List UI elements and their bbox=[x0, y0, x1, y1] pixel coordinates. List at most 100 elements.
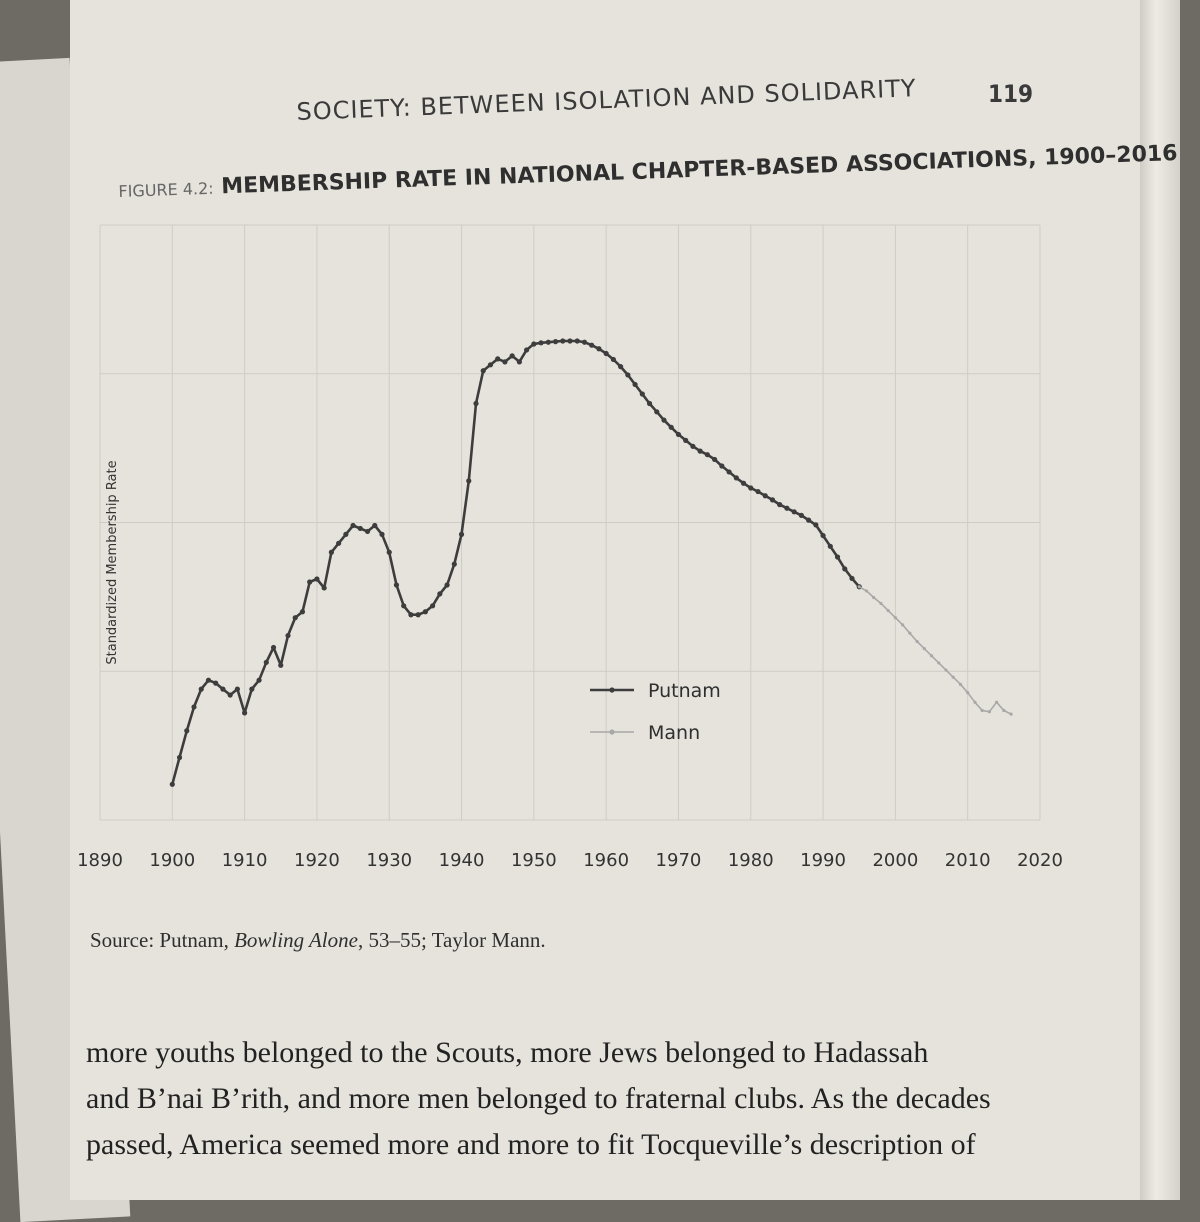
data-point-mann bbox=[886, 608, 890, 613]
data-point-putnam bbox=[314, 576, 320, 582]
data-point-putnam bbox=[733, 475, 739, 481]
data-point-putnam bbox=[198, 686, 204, 692]
data-point-mann bbox=[980, 708, 984, 713]
data-point-putnam bbox=[581, 339, 588, 345]
x-tick-label: 1920 bbox=[294, 850, 340, 871]
data-point-mann bbox=[1009, 712, 1013, 716]
data-point-putnam bbox=[769, 497, 776, 503]
data-point-putnam bbox=[596, 346, 602, 352]
body-text: more youths belonged to the Scouts, more… bbox=[86, 1030, 1096, 1168]
data-point-putnam bbox=[538, 340, 544, 346]
data-point-putnam bbox=[321, 585, 327, 591]
data-point-putnam bbox=[509, 353, 515, 359]
source-suffix: , 53–55; Taylor Mann. bbox=[357, 928, 546, 952]
data-point-putnam bbox=[827, 543, 833, 549]
data-point-putnam bbox=[813, 522, 819, 528]
data-point-putnam bbox=[784, 505, 790, 511]
data-point-putnam bbox=[451, 561, 457, 567]
data-point-mann bbox=[922, 647, 926, 651]
data-point-putnam bbox=[184, 728, 190, 734]
data-point-putnam bbox=[574, 338, 580, 344]
y-axis-label: Standardized Membership Rate bbox=[105, 460, 120, 664]
body-line: and B’nai B’rith, and more men belonged … bbox=[86, 1082, 991, 1115]
legend-label-putnam: Putnam bbox=[648, 680, 721, 702]
data-point-putnam bbox=[191, 704, 197, 710]
data-point-putnam bbox=[379, 531, 385, 538]
data-point-putnam bbox=[632, 381, 638, 388]
data-point-putnam bbox=[545, 339, 551, 345]
data-point-putnam bbox=[169, 781, 175, 787]
x-tick-label: 1930 bbox=[366, 850, 412, 871]
body-line: passed, America seemed more and more to … bbox=[86, 1128, 976, 1161]
data-point-putnam bbox=[386, 549, 392, 555]
x-tick-label: 1960 bbox=[583, 850, 629, 871]
membership-chart: 1890 1900 1910 1920 1930 1940 1950 1960 1970 1980… bbox=[77, 224, 1063, 871]
x-tick-label: 2010 bbox=[945, 850, 991, 871]
data-point-putnam bbox=[307, 579, 313, 585]
data-point-putnam bbox=[487, 362, 494, 368]
data-point-putnam bbox=[834, 554, 841, 560]
data-point-mann bbox=[879, 601, 883, 606]
data-point-putnam bbox=[430, 603, 436, 609]
source-book-title: Bowling Alone bbox=[234, 928, 358, 952]
body-line: more youths belonged to the Scouts, more… bbox=[86, 1036, 929, 1069]
x-tick-label: 1890 bbox=[77, 850, 123, 871]
data-point-putnam bbox=[270, 644, 277, 651]
x-tick-label: 1940 bbox=[439, 850, 485, 871]
data-point-putnam bbox=[458, 531, 465, 538]
figure-source: Source: Putnam, Bowling Alone, 53–55; Ta… bbox=[90, 928, 546, 953]
legend-label-mann: Mann bbox=[648, 722, 700, 744]
data-point-putnam bbox=[466, 478, 472, 484]
data-point-putnam bbox=[748, 485, 754, 491]
data-point-putnam bbox=[625, 372, 631, 378]
data-point-mann bbox=[929, 654, 934, 658]
data-point-mann bbox=[908, 631, 912, 635]
data-point-mann bbox=[901, 623, 905, 627]
legend-marker-mann bbox=[609, 729, 615, 735]
data-point-mann bbox=[973, 700, 977, 704]
page-number: 119 bbox=[988, 80, 1034, 108]
x-tick-label: 1910 bbox=[222, 850, 268, 871]
data-point-putnam bbox=[560, 338, 566, 344]
data-point-putnam bbox=[292, 615, 298, 621]
data-point-putnam bbox=[415, 612, 421, 618]
data-point-putnam bbox=[516, 359, 522, 365]
data-point-putnam bbox=[610, 356, 616, 363]
data-point-mann bbox=[864, 589, 869, 593]
data-point-mann bbox=[857, 585, 861, 589]
data-point-putnam bbox=[249, 686, 255, 692]
data-point-putnam bbox=[704, 452, 710, 458]
data-point-putnam bbox=[401, 603, 407, 609]
data-point-putnam bbox=[372, 522, 378, 529]
data-point-putnam bbox=[820, 532, 826, 539]
data-point-putnam bbox=[646, 400, 653, 407]
data-point-putnam bbox=[256, 677, 262, 683]
data-point-putnam bbox=[618, 364, 624, 370]
data-point-mann bbox=[958, 682, 963, 686]
data-point-putnam bbox=[473, 400, 479, 407]
data-point-putnam bbox=[589, 342, 595, 348]
data-point-putnam bbox=[531, 341, 537, 347]
data-point-putnam bbox=[328, 549, 334, 555]
data-point-putnam bbox=[176, 754, 183, 761]
page-stack-edge bbox=[1140, 0, 1180, 1200]
data-point-putnam bbox=[234, 686, 240, 692]
legend-marker-putnam bbox=[609, 687, 615, 693]
data-point-putnam bbox=[849, 575, 855, 582]
data-point-putnam bbox=[661, 417, 667, 423]
data-point-putnam bbox=[842, 566, 848, 572]
x-tick-label: 1900 bbox=[149, 850, 195, 871]
data-point-putnam bbox=[408, 612, 414, 618]
data-point-putnam bbox=[502, 359, 508, 365]
data-point-mann bbox=[966, 691, 970, 695]
data-point-putnam bbox=[299, 609, 306, 615]
series-line-putnam bbox=[171, 339, 861, 785]
data-point-putnam bbox=[524, 347, 530, 353]
data-point-putnam bbox=[668, 424, 674, 430]
data-point-putnam bbox=[675, 431, 682, 438]
data-point-putnam bbox=[227, 692, 233, 698]
x-tick-label: 1970 bbox=[656, 850, 702, 871]
data-point-mann bbox=[995, 700, 999, 704]
data-point-putnam bbox=[639, 391, 645, 397]
data-point-putnam bbox=[697, 448, 703, 454]
